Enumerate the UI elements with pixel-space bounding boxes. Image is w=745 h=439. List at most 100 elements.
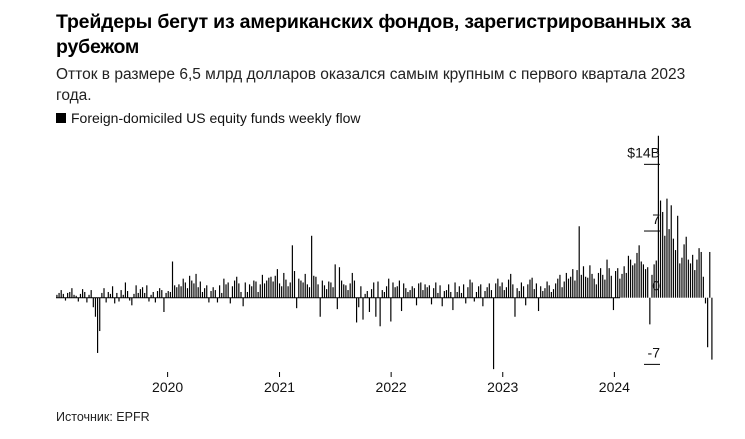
bar	[101, 292, 103, 298]
bar	[356, 297, 358, 323]
bar	[563, 281, 565, 298]
bar	[625, 272, 627, 298]
bar	[681, 257, 683, 298]
bar	[576, 270, 578, 298]
bar	[600, 268, 602, 298]
bar	[471, 282, 473, 298]
bar	[448, 284, 450, 298]
bar	[662, 211, 664, 298]
bar	[420, 282, 422, 298]
bar	[146, 285, 148, 298]
legend-swatch	[56, 113, 66, 123]
bar	[597, 272, 600, 298]
bar	[313, 275, 315, 298]
bar	[248, 284, 251, 298]
bar	[469, 279, 471, 298]
bar	[330, 282, 332, 298]
bar	[465, 297, 467, 304]
bar	[283, 272, 285, 298]
bar	[285, 279, 287, 298]
bar	[111, 286, 114, 298]
bar	[62, 293, 64, 298]
bar	[450, 291, 452, 298]
bar	[296, 297, 298, 309]
bar	[152, 291, 154, 298]
bar	[189, 275, 191, 298]
bar	[306, 284, 308, 298]
bar	[353, 280, 356, 298]
bar	[90, 290, 92, 298]
bar	[634, 263, 636, 298]
bar	[542, 291, 544, 298]
bar	[60, 290, 62, 298]
bar	[278, 283, 281, 298]
bar	[201, 291, 204, 298]
bar	[707, 297, 709, 348]
bar	[651, 274, 653, 298]
x-tick-label: 2022	[376, 379, 407, 395]
bar	[702, 276, 704, 298]
bar	[178, 284, 180, 298]
legend-label: Foreign-domiciled US equity funds weekly…	[71, 110, 361, 126]
x-tick-label: 2024	[599, 379, 630, 395]
bar	[302, 282, 304, 298]
bar	[375, 297, 377, 317]
bar	[655, 260, 657, 298]
bar	[623, 266, 625, 298]
bar	[452, 297, 454, 311]
y-tick-label: $14B	[627, 144, 660, 160]
bar	[319, 297, 321, 317]
bar	[92, 297, 94, 308]
bar	[77, 297, 79, 302]
bar	[582, 266, 585, 298]
bar	[223, 278, 225, 298]
bar	[621, 273, 623, 298]
bar	[332, 287, 334, 298]
bar	[360, 286, 362, 298]
bar	[501, 282, 503, 298]
bar	[533, 289, 535, 298]
bar	[293, 271, 296, 298]
bar	[144, 292, 146, 298]
bar	[424, 284, 426, 298]
bar	[548, 285, 550, 298]
bar	[552, 289, 555, 298]
bar	[221, 292, 223, 298]
bar	[216, 297, 219, 303]
bar	[180, 286, 182, 298]
bar	[567, 278, 570, 298]
bar	[251, 286, 253, 298]
bar	[595, 284, 597, 298]
bar	[527, 284, 529, 298]
bar	[657, 135, 659, 298]
bar	[358, 297, 360, 308]
bar	[557, 278, 559, 298]
bar	[550, 291, 552, 298]
bar	[638, 245, 640, 298]
bar	[659, 200, 662, 298]
bar	[88, 294, 90, 298]
bar	[433, 288, 435, 298]
bar	[229, 297, 231, 304]
bar	[700, 251, 702, 298]
bar	[300, 280, 302, 298]
bar	[640, 261, 642, 298]
bar	[349, 283, 351, 298]
bar	[197, 287, 199, 298]
bar	[148, 297, 150, 302]
bar	[141, 287, 144, 298]
bar	[259, 284, 261, 298]
bar	[75, 295, 77, 298]
bar	[129, 297, 131, 301]
bar	[219, 285, 221, 298]
bar	[345, 285, 347, 298]
bar	[186, 288, 189, 298]
bar	[510, 273, 512, 298]
bar	[642, 264, 644, 298]
bar	[308, 287, 311, 298]
bar	[439, 285, 441, 298]
bar	[338, 267, 341, 298]
bar	[615, 271, 617, 298]
bar	[458, 286, 460, 298]
bar	[478, 286, 480, 298]
